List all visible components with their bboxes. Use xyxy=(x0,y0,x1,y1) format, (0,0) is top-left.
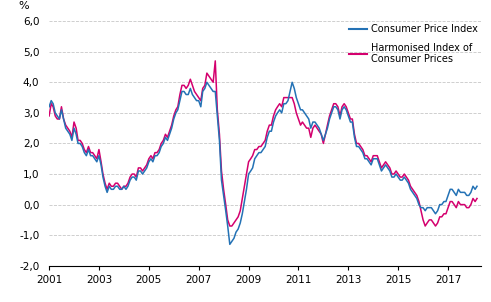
Legend: Consumer Price Index, Harmonised Index of
Consumer Prices: Consumer Price Index, Harmonised Index o… xyxy=(349,24,478,64)
Text: %: % xyxy=(19,1,29,11)
